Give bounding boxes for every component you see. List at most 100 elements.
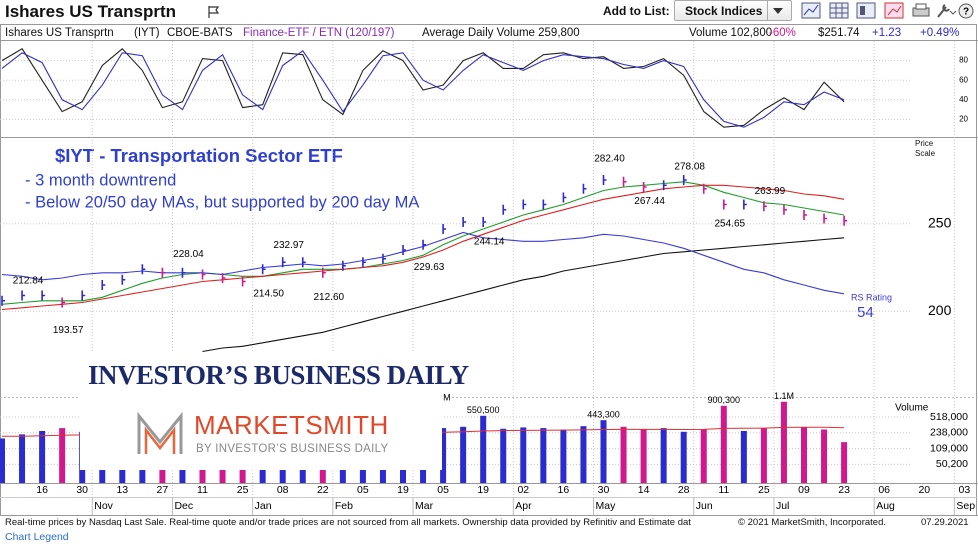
chart-legend-link[interactable]: Chart Legend (5, 531, 69, 543)
settings-icon[interactable] (937, 4, 957, 18)
y-tick-label: 200 (928, 302, 952, 318)
price-bar (662, 180, 667, 191)
info-volume-change: -60% (769, 27, 796, 39)
price-bar (843, 215, 848, 226)
disclaimer: Real-time prices by Nasdaq Last Sale. Re… (5, 517, 691, 528)
price-bar (161, 267, 166, 278)
volume-bar (600, 420, 607, 483)
volume-bar (500, 428, 507, 483)
x-tick-label: 16 (36, 484, 48, 496)
price-label: 229.63 (414, 262, 445, 273)
price-bar (562, 192, 567, 203)
volume-bar (841, 442, 848, 483)
y-axis-label: Volume (895, 403, 929, 414)
volume-label: 550,500 (467, 405, 500, 415)
x-tick-label: 27 (157, 484, 169, 496)
price-bar (462, 217, 467, 227)
price-bar (301, 257, 306, 268)
volume-label: 900,300 (708, 395, 741, 405)
info-exchange: CBOE-BATS (167, 27, 233, 39)
y-axis-label: Price Scale (915, 139, 936, 158)
volume-bar (440, 428, 447, 483)
copyright: © 2021 MarketSmith, Incorporated. (738, 517, 886, 528)
marketsmith-logo: MARKETSMITH (194, 410, 389, 440)
toolbar-icons: ? (801, 2, 974, 19)
oscillator-line (1, 48, 845, 128)
table-icon[interactable] (829, 2, 849, 19)
info-change-pct: +0.49% (920, 27, 960, 39)
month-label: Jun (696, 500, 713, 512)
month-label: May (596, 500, 617, 512)
price-label: 263.99 (755, 186, 786, 197)
price-label: 278.08 (674, 161, 705, 172)
price-bar (442, 224, 447, 234)
y-tick-label: 250 (928, 214, 952, 230)
x-tick-label: 13 (116, 484, 128, 496)
x-tick-label: 05 (437, 484, 449, 496)
y-tick-label: 238,000 (930, 427, 968, 439)
price-bar (723, 199, 727, 210)
price-bar (502, 204, 507, 215)
price-bar (221, 273, 226, 283)
price-bar (482, 217, 487, 227)
y-tick-label: 20 (959, 115, 968, 124)
x-tick-label: 22 (317, 484, 329, 496)
price-bar (582, 183, 587, 194)
x-tick-label: 03 (959, 484, 971, 496)
price-bar (803, 210, 807, 220)
price-bar (602, 175, 607, 185)
price-bar (342, 260, 346, 271)
month-label: Dec (174, 500, 193, 512)
x-tick-label: 11 (197, 484, 208, 496)
info-avg-volume: Average Daily Volume 259,800 (422, 27, 580, 39)
flag-icon[interactable] (207, 5, 221, 19)
price-bar (542, 199, 547, 210)
volume-bar (59, 428, 66, 483)
y-tick-label: 50,200 (936, 458, 968, 470)
info-volume: Volume 102,800 (689, 27, 773, 39)
x-tick-label: 23 (838, 484, 850, 496)
logo-panel: INVESTOR’S BUSINESS DAILY MARKETSMITH BY… (80, 352, 469, 470)
price-bar (141, 264, 146, 275)
volume-bar (39, 431, 46, 483)
price-bar (522, 199, 527, 210)
price-bar (362, 257, 366, 268)
month-label: Nov (94, 500, 113, 512)
price-label: 193.57 (53, 325, 84, 336)
price-bar (622, 176, 627, 187)
x-tick-label: 19 (477, 484, 489, 496)
y-tick-label: 80 (959, 56, 968, 65)
info-group: Finance-ETF / ETN (120/197) (243, 27, 395, 39)
price-bar (823, 213, 828, 224)
list-dropdown[interactable]: Stock Indices (674, 0, 792, 21)
price-label: 244.14 (474, 237, 505, 248)
x-tick-label: 05 (357, 484, 369, 496)
volume-bar (540, 428, 547, 483)
price-bar (61, 297, 66, 308)
volume-bar (801, 427, 807, 483)
price-bar (682, 175, 687, 185)
help-icon[interactable]: ? (958, 3, 974, 19)
ibd-logo: INVESTOR’S BUSINESS DAILY (88, 360, 469, 390)
price-bar (241, 276, 246, 287)
x-tick-label: 25 (758, 484, 770, 496)
info-price: $251.74 (818, 27, 860, 39)
x-tick-label: 11 (718, 484, 729, 496)
x-tick-label: 14 (638, 484, 650, 496)
volume-bar (620, 426, 627, 483)
price-bar (21, 290, 26, 301)
info-name: Ishares US Transprtn (5, 27, 114, 39)
volume-bar (0, 438, 5, 483)
layout-icon[interactable] (856, 2, 876, 19)
volume-bar (560, 429, 567, 483)
chart-icon[interactable] (801, 2, 821, 19)
alert-icon[interactable] (884, 2, 904, 19)
volume-bar (480, 415, 487, 483)
month-label: Apr (515, 500, 532, 512)
price-bar (1, 295, 5, 306)
y-tick-label: 109,000 (930, 442, 968, 454)
volume-bar (680, 431, 687, 483)
print-icon[interactable] (912, 3, 930, 17)
rs-label: RS Rating (851, 292, 892, 302)
annotation-note: - Below 20/50 day MAs, but supported by … (25, 193, 419, 211)
